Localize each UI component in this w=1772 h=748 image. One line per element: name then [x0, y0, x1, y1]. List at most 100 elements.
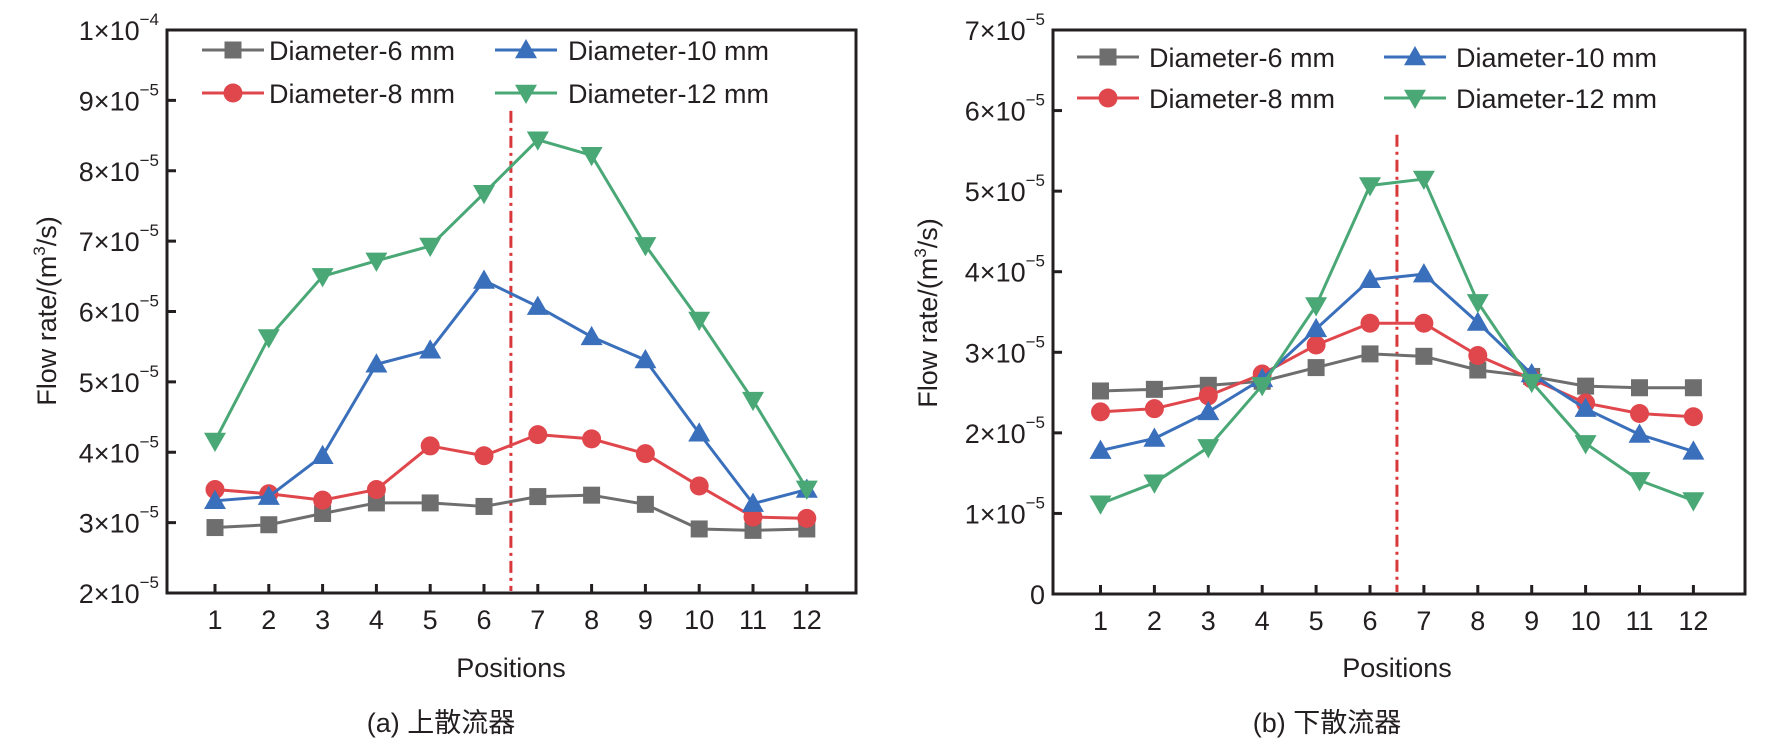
legend-item: Diameter-6 mm	[1077, 43, 1335, 73]
x-tick-label: 11	[1625, 606, 1653, 636]
data-point	[365, 353, 388, 373]
data-point	[1412, 170, 1435, 191]
data-point	[205, 480, 225, 500]
series-line	[1100, 352, 1694, 393]
x-tick-label: 12	[792, 605, 822, 635]
data-point	[421, 494, 439, 512]
legend-item: Diameter-8 mm	[202, 79, 455, 109]
data-point	[206, 519, 224, 537]
series-line	[1100, 272, 1694, 453]
x-tick-label: 8	[1470, 606, 1485, 636]
y-tick-mantissa: 1×10	[965, 499, 1026, 529]
data-point	[1145, 380, 1163, 398]
x-tick-label: 5	[1309, 606, 1324, 636]
x-tick-label: 2	[261, 605, 276, 635]
y-tick-exponent: −5	[140, 432, 159, 451]
legend-item: Diameter-12 mm	[1384, 84, 1657, 114]
y-tick-exponent: −5	[140, 292, 159, 311]
y-tick-label: 2×10−5	[965, 413, 1045, 449]
y-tick-mantissa: 5×10	[965, 177, 1026, 207]
data-point	[1466, 294, 1489, 314]
data-point	[1197, 439, 1220, 459]
data-point	[580, 147, 603, 167]
x-tick-label: 6	[1362, 606, 1377, 636]
data-point	[634, 237, 657, 257]
figure-caption: (a) 上散流器	[367, 708, 516, 738]
legend-marker	[1404, 89, 1426, 109]
data-point	[1630, 404, 1649, 424]
x-tick-label: 9	[638, 605, 653, 635]
data-point	[1197, 400, 1220, 421]
legend-label: Diameter-12 mm	[1456, 84, 1657, 114]
data-point	[636, 495, 654, 513]
series-line	[214, 493, 807, 532]
data-point	[1684, 379, 1702, 397]
x-tick-label: 5	[423, 605, 438, 635]
data-point	[314, 504, 332, 522]
data-point	[473, 185, 495, 205]
y-tick-label: 7×10−5	[79, 221, 159, 257]
y-axis-title-main: Flow rate/(m	[32, 256, 62, 406]
x-tick-label: 3	[315, 605, 330, 635]
data-point	[419, 339, 442, 359]
y-tick-exponent: −5	[1026, 252, 1045, 271]
data-point	[1520, 373, 1543, 394]
y-axis-title-tail: /s)	[32, 216, 62, 246]
y-tick-exponent: −5	[140, 80, 159, 99]
y-axis-title: Flow rate/(m3/s)	[911, 218, 943, 408]
series-line	[213, 138, 809, 490]
data-point	[1143, 474, 1166, 494]
y-tick-label: 9×10−5	[79, 80, 159, 116]
legend-marker	[515, 39, 537, 59]
series-diameter-12-mm	[204, 131, 818, 500]
y-tick-exponent: −5	[140, 573, 159, 592]
plot-frame	[1051, 28, 1747, 596]
y-tick-label: 6×10−5	[965, 91, 1045, 127]
data-point	[420, 436, 440, 456]
data-point	[689, 476, 709, 496]
data-point	[797, 508, 817, 528]
series-diameter-12-mm	[1089, 170, 1705, 515]
data-point	[1682, 492, 1705, 512]
y-tick-exponent: −5	[1026, 332, 1045, 351]
y-tick-mantissa: 7×10	[965, 16, 1026, 46]
y-axis-title-superscript: 3	[30, 246, 49, 255]
data-point	[1574, 397, 1597, 417]
legend-label: Diameter-10 mm	[568, 36, 769, 66]
x-tick-label: 6	[476, 605, 491, 635]
data-point	[582, 429, 602, 449]
y-tick-label: 0	[1030, 580, 1045, 610]
legend-item: Diameter-10 mm	[495, 36, 769, 66]
x-tick-label: 10	[1571, 606, 1601, 636]
x-axis-title: Positions	[456, 653, 566, 683]
data-point	[1089, 495, 1112, 515]
legend-marker	[1099, 48, 1117, 66]
legend-item: Diameter-12 mm	[495, 79, 769, 109]
data-point	[366, 480, 386, 500]
y-tick-label: 4×10−5	[965, 252, 1045, 288]
x-tick-label: 11	[739, 605, 767, 635]
y-tick-exponent: −5	[1026, 493, 1045, 512]
x-tick-label: 9	[1524, 606, 1539, 636]
y-tick-mantissa: 6×10	[79, 298, 140, 328]
y-axis-title-tail: /s)	[913, 218, 943, 248]
y-tick-label: 4×10−5	[79, 432, 159, 468]
data-point	[688, 311, 711, 331]
data-point	[311, 268, 334, 288]
x-tick-label: 2	[1147, 606, 1162, 636]
y-tick-label: 2×10−5	[79, 573, 159, 609]
legend-marker	[1404, 46, 1426, 66]
data-point	[742, 492, 764, 512]
x-tick-label: 1	[1093, 606, 1108, 636]
y-tick-exponent: −5	[140, 151, 159, 170]
x-tick-label: 8	[584, 605, 599, 635]
data-point	[743, 507, 763, 527]
y-tick-label: 1×10−4	[79, 10, 159, 46]
x-tick-label: 10	[684, 605, 714, 635]
data-point	[1307, 359, 1325, 377]
legend-label: Diameter-8 mm	[1149, 84, 1335, 114]
data-point	[1359, 268, 1381, 289]
data-point	[795, 480, 818, 500]
data-point	[526, 131, 549, 151]
legend-label: Diameter-12 mm	[568, 79, 769, 109]
